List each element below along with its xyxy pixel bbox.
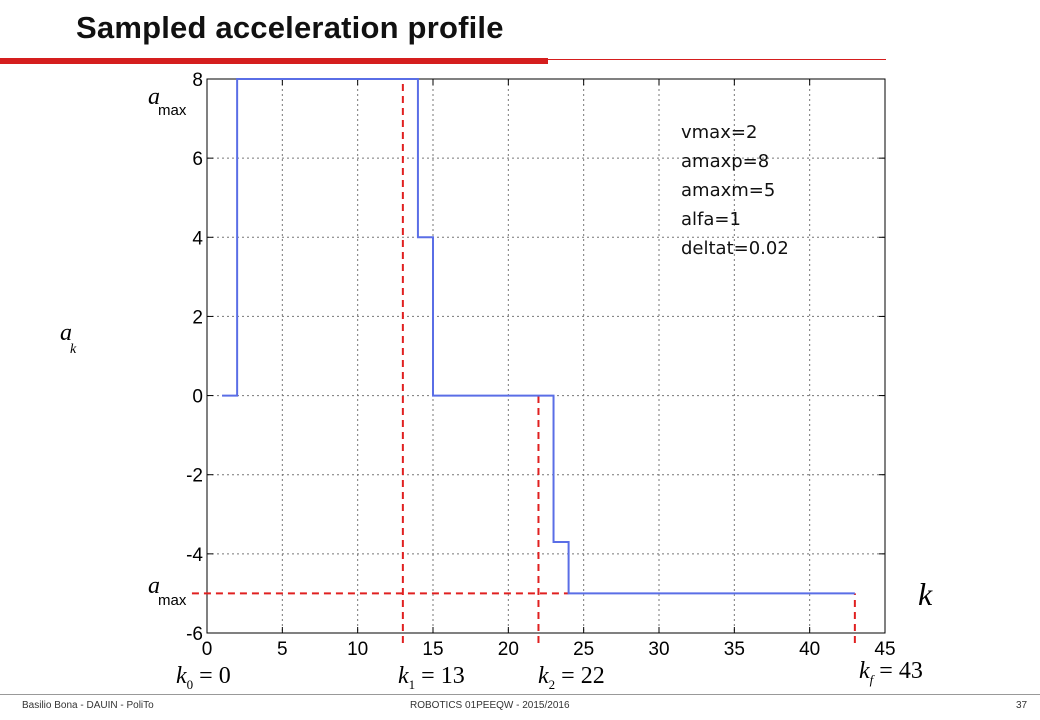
acceleration-series <box>222 78 855 595</box>
y-tick-label: 6 <box>192 149 203 170</box>
axis-ticks: 0 5 10 15 20 25 30 35 40 45 -6 -4 -2 0 2 4 6 8 <box>186 70 895 660</box>
param-amaxm: amaxm=5 <box>681 180 776 201</box>
footer-rule <box>0 694 1040 695</box>
label-k1: k1 = 13 <box>398 663 465 692</box>
y-tick-label: -6 <box>186 624 203 645</box>
svg-text:k: k <box>70 342 77 357</box>
x-tick-label: 25 <box>573 639 594 660</box>
x-tick-label: 10 <box>347 639 368 660</box>
label-y-top-sub: max <box>158 102 187 119</box>
label-y-top: a max <box>148 84 187 119</box>
plot-area <box>206 78 886 634</box>
x-tick-label: 5 <box>277 639 288 660</box>
marker-lines <box>191 79 856 643</box>
label-kf: kf = 43 <box>859 658 923 687</box>
y-tick-label: -2 <box>186 466 203 487</box>
param-deltat: deltat=0.02 <box>681 238 789 259</box>
footer-course: ROBOTICS 01PEEQW - 2015/2016 <box>410 700 570 711</box>
y-tick-label: 0 <box>192 387 203 408</box>
x-tick-label: 40 <box>799 639 820 660</box>
label-k2: k2 = 22 <box>538 663 605 692</box>
title-accent-bar <box>0 58 548 64</box>
x-tick-label: 15 <box>422 639 443 660</box>
svg-text:a: a <box>60 320 72 346</box>
x-tick-label: 20 <box>498 639 519 660</box>
svg-text:a: a <box>148 84 160 110</box>
slide-title: Sampled acceleration profile <box>76 10 504 45</box>
x-tick-label: 45 <box>874 639 895 660</box>
y-tick-label: 2 <box>192 307 203 328</box>
grid-lines <box>207 79 885 633</box>
param-amaxp: amaxp=8 <box>681 151 770 172</box>
param-alfa: alfa=1 <box>681 209 741 230</box>
label-k0: k0 = 0 <box>176 663 231 692</box>
param-vmax: vmax=2 <box>681 122 758 143</box>
svg-text:a: a <box>148 573 160 599</box>
y-tick-label: -4 <box>186 545 203 566</box>
parameter-list: vmax=2 amaxp=8 amaxm=5 alfa=1 deltat=0.0… <box>681 118 789 263</box>
x-tick-label: 0 <box>202 639 213 660</box>
label-y-mid: a k <box>60 320 77 357</box>
y-tick-label: 4 <box>192 228 203 249</box>
series-lines <box>222 78 855 595</box>
y-tick-label: 8 <box>192 70 203 91</box>
footer-author: Basilio Bona - DAUIN - PoliTo <box>22 700 154 711</box>
x-tick-label: 35 <box>724 639 745 660</box>
title-rule <box>548 59 886 60</box>
page-number: 37 <box>1016 700 1028 711</box>
label-x-axis: k <box>918 576 933 612</box>
x-tick-label: 30 <box>648 639 669 660</box>
label-y-bottom: a max <box>148 573 187 609</box>
svg-text:max: max <box>158 592 187 609</box>
